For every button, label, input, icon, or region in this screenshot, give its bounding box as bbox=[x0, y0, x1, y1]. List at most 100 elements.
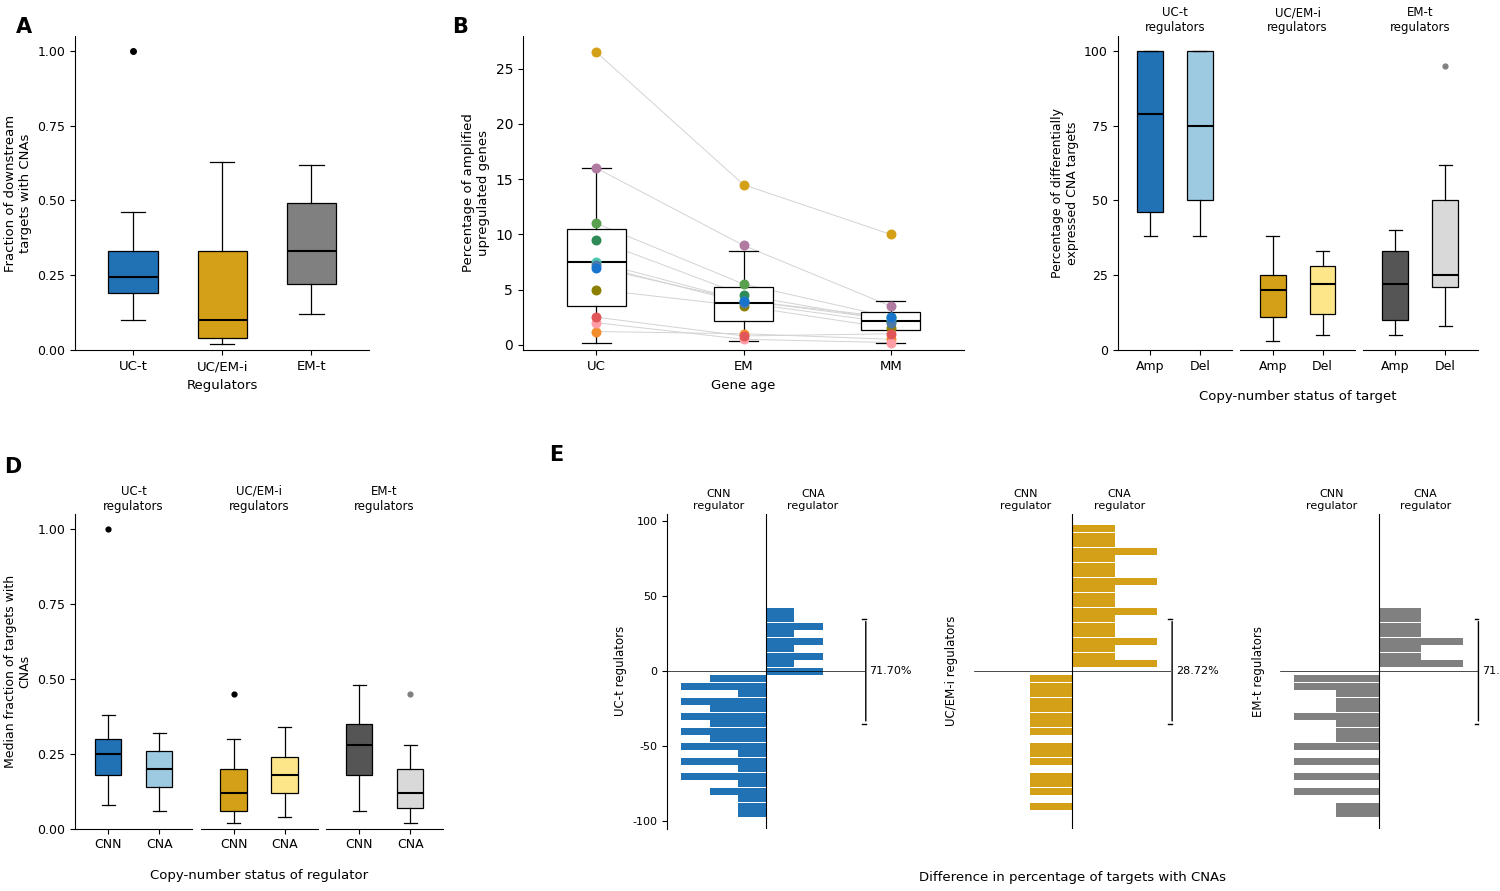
Text: CNA
regulator: CNA regulator bbox=[1094, 489, 1144, 511]
Y-axis label: Median fraction of targets with
CNAs: Median fraction of targets with CNAs bbox=[3, 575, 32, 768]
Point bbox=[879, 327, 903, 341]
Bar bbox=[681, 772, 766, 780]
Bar bbox=[1072, 616, 1114, 622]
Text: CNA
regulator: CNA regulator bbox=[788, 489, 838, 511]
PathPatch shape bbox=[286, 203, 336, 284]
Legend: BLCA, BRCA, COAD, HNSC, KIRC, KIRP, LIHC, LUAD, LUSC, PRAD, STAD: BLCA, BRCA, COAD, HNSC, KIRC, KIRP, LIHC… bbox=[1126, 38, 1188, 219]
Text: 71.70%: 71.70% bbox=[870, 666, 912, 676]
Bar bbox=[1030, 772, 1072, 780]
Point bbox=[585, 161, 609, 176]
Point bbox=[585, 315, 609, 330]
Bar bbox=[1072, 563, 1114, 570]
Text: CNN
regulator: CNN regulator bbox=[999, 489, 1051, 511]
Point bbox=[879, 336, 903, 350]
Bar bbox=[1030, 713, 1072, 720]
Bar bbox=[681, 728, 766, 735]
Bar bbox=[1294, 772, 1378, 780]
Bar bbox=[766, 645, 795, 652]
Bar bbox=[1336, 735, 1378, 742]
X-axis label: Regulators: Regulators bbox=[186, 379, 258, 392]
Bar bbox=[766, 638, 822, 645]
Bar bbox=[766, 608, 795, 615]
Y-axis label: EM-t regulators: EM-t regulators bbox=[1251, 625, 1264, 716]
Bar bbox=[1030, 720, 1072, 727]
Bar bbox=[738, 795, 766, 802]
Bar bbox=[1336, 698, 1378, 705]
PathPatch shape bbox=[198, 251, 246, 339]
Bar bbox=[1072, 585, 1114, 593]
Bar bbox=[1072, 623, 1114, 630]
Bar bbox=[1336, 810, 1378, 817]
Point bbox=[585, 255, 609, 269]
Bar bbox=[1378, 638, 1464, 645]
Bar bbox=[1294, 743, 1378, 749]
Bar bbox=[710, 675, 766, 683]
Point bbox=[732, 288, 756, 302]
Point bbox=[879, 321, 903, 335]
Bar bbox=[681, 743, 766, 749]
Point bbox=[879, 314, 903, 328]
Bar bbox=[1072, 660, 1156, 667]
Point bbox=[585, 282, 609, 297]
Point bbox=[585, 45, 609, 60]
Point bbox=[122, 44, 146, 58]
Bar bbox=[1072, 601, 1114, 608]
Bar bbox=[766, 630, 795, 637]
PathPatch shape bbox=[1260, 275, 1286, 317]
Point bbox=[585, 233, 609, 247]
Text: B: B bbox=[452, 17, 468, 37]
PathPatch shape bbox=[1186, 51, 1214, 200]
Text: 71.30%: 71.30% bbox=[1482, 666, 1500, 676]
Bar bbox=[710, 720, 766, 727]
Point bbox=[585, 217, 609, 231]
PathPatch shape bbox=[1310, 266, 1335, 315]
Bar bbox=[738, 765, 766, 772]
Point bbox=[732, 238, 756, 252]
Bar bbox=[1294, 788, 1378, 795]
Point bbox=[879, 299, 903, 314]
Bar bbox=[681, 683, 766, 690]
Bar bbox=[1336, 720, 1378, 727]
PathPatch shape bbox=[1383, 251, 1408, 321]
Bar bbox=[1030, 757, 1072, 764]
Title: EM-t
regulators: EM-t regulators bbox=[1390, 6, 1450, 35]
Bar bbox=[1072, 608, 1156, 615]
Point bbox=[732, 277, 756, 291]
Point bbox=[732, 332, 756, 347]
Bar bbox=[1294, 757, 1378, 764]
Text: A: A bbox=[16, 17, 33, 37]
PathPatch shape bbox=[1137, 51, 1162, 212]
Bar bbox=[1294, 675, 1378, 683]
Title: EM-t
regulators: EM-t regulators bbox=[354, 485, 416, 513]
Bar bbox=[1030, 750, 1072, 757]
Bar bbox=[1072, 645, 1114, 652]
Text: Copy-number status of target: Copy-number status of target bbox=[1198, 390, 1396, 404]
Bar bbox=[1336, 803, 1378, 810]
Title: UC-t
regulators: UC-t regulators bbox=[1144, 6, 1206, 35]
Bar bbox=[1072, 555, 1114, 562]
PathPatch shape bbox=[567, 229, 626, 307]
Bar bbox=[710, 735, 766, 742]
Bar bbox=[1072, 638, 1156, 645]
PathPatch shape bbox=[146, 751, 172, 787]
Bar bbox=[738, 781, 766, 787]
Bar bbox=[681, 713, 766, 720]
Point bbox=[585, 258, 609, 273]
Bar bbox=[1030, 728, 1072, 735]
X-axis label: Gene age: Gene age bbox=[711, 379, 776, 392]
Point bbox=[1432, 59, 1456, 73]
PathPatch shape bbox=[272, 756, 298, 793]
Bar bbox=[1030, 683, 1072, 690]
Point bbox=[879, 332, 903, 347]
Bar bbox=[766, 616, 795, 622]
PathPatch shape bbox=[346, 723, 372, 774]
Text: 28.72%: 28.72% bbox=[1176, 666, 1218, 676]
Text: E: E bbox=[549, 445, 562, 465]
Bar bbox=[681, 757, 766, 764]
Bar bbox=[1294, 683, 1378, 690]
Bar bbox=[1030, 691, 1072, 698]
Bar bbox=[710, 788, 766, 795]
Bar bbox=[1378, 616, 1420, 622]
Bar bbox=[710, 706, 766, 712]
Title: UC-t
regulators: UC-t regulators bbox=[104, 485, 164, 513]
